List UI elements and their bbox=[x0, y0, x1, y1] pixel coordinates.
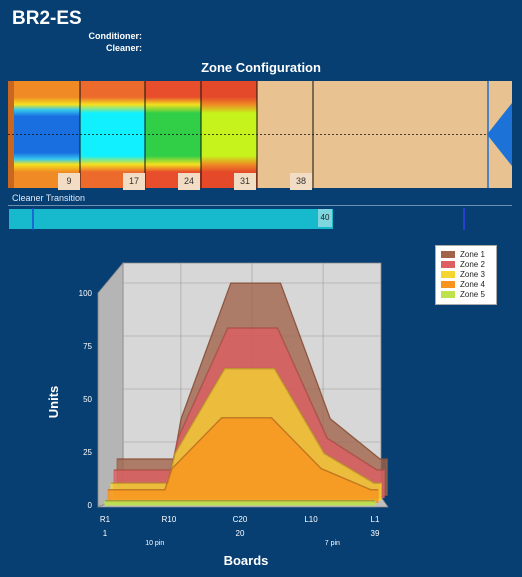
lane-heatmap-graphic bbox=[8, 81, 512, 188]
x-tick-label-l10: L10 bbox=[304, 515, 318, 524]
x-pin-label-2: 7 pin bbox=[325, 540, 340, 547]
legend-swatch-zone-1 bbox=[441, 251, 455, 258]
pin-deck-marker bbox=[487, 103, 512, 166]
series-area-zone-5 bbox=[104, 500, 376, 506]
cleaner-transition-bar[interactable]: 40 bbox=[8, 207, 513, 231]
zone-boundary-31: 31 bbox=[234, 173, 256, 190]
y-axis-title: Units bbox=[46, 386, 61, 419]
x-pin-label-1: 10 pin bbox=[145, 540, 164, 547]
legend-swatch-zone-2 bbox=[441, 261, 455, 268]
cleaner-label: Cleaner: bbox=[105, 43, 142, 53]
x-tick-label-l1: L1 bbox=[371, 515, 380, 524]
y-tick-label-100: 100 bbox=[79, 289, 93, 298]
cleaner-transition-graphic bbox=[8, 208, 513, 230]
x-board-label-20: 20 bbox=[236, 529, 245, 538]
cleaner-transition-fill bbox=[9, 209, 333, 229]
series-line-zone-4 bbox=[108, 416, 379, 491]
y-tick-label-75: 75 bbox=[83, 342, 92, 351]
x-board-label-39: 39 bbox=[371, 529, 380, 538]
x-board-label-1: 1 bbox=[103, 529, 108, 538]
legend-swatch-zone-3 bbox=[441, 271, 455, 278]
legend-swatch-zone-5 bbox=[441, 291, 455, 298]
x-tick-label-r10: R10 bbox=[162, 515, 177, 524]
cleaner-transition-divider bbox=[8, 205, 512, 206]
cleaner-transition-label: Cleaner Transition bbox=[12, 193, 86, 203]
cleaner-transition-value: 40 bbox=[318, 209, 332, 227]
zone-configuration-title: Zone Configuration bbox=[201, 60, 321, 75]
conditioner-label: Conditioner: bbox=[88, 31, 143, 41]
x-axis-title: Boards bbox=[224, 553, 269, 568]
oil-pattern-chart-svg: 0 25 50 75 100 R1 R10 C20 L10 L1 1 20 39 10 pin 7 pin B… bbox=[46, 261, 389, 568]
chart-legend: Zone 1 Zone 2 Zone 3 Zone 4 Zone 5 bbox=[435, 245, 497, 305]
x-tick-label-c20: C20 bbox=[233, 515, 248, 524]
oil-pattern-chart: 0 25 50 75 100 R1 R10 C20 L10 L1 1 20 39 10 pin 7 pin B… bbox=[0, 245, 522, 572]
zone-boundary-17: 17 bbox=[123, 173, 145, 190]
app-title: BR2-ES bbox=[12, 8, 82, 29]
zone-boundary-38: 38 bbox=[290, 173, 312, 190]
x-tick-label-r1: R1 bbox=[100, 515, 111, 524]
lane-heatmap[interactable]: 9 17 24 31 38 bbox=[8, 81, 512, 190]
zone-boundary-24: 24 bbox=[178, 173, 200, 190]
y-tick-label-25: 25 bbox=[83, 448, 92, 457]
y-tick-label-50: 50 bbox=[83, 395, 92, 404]
zone-boundary-9: 9 bbox=[58, 173, 80, 190]
y-tick-label-0: 0 bbox=[88, 501, 93, 510]
legend-swatch-zone-4 bbox=[441, 281, 455, 288]
